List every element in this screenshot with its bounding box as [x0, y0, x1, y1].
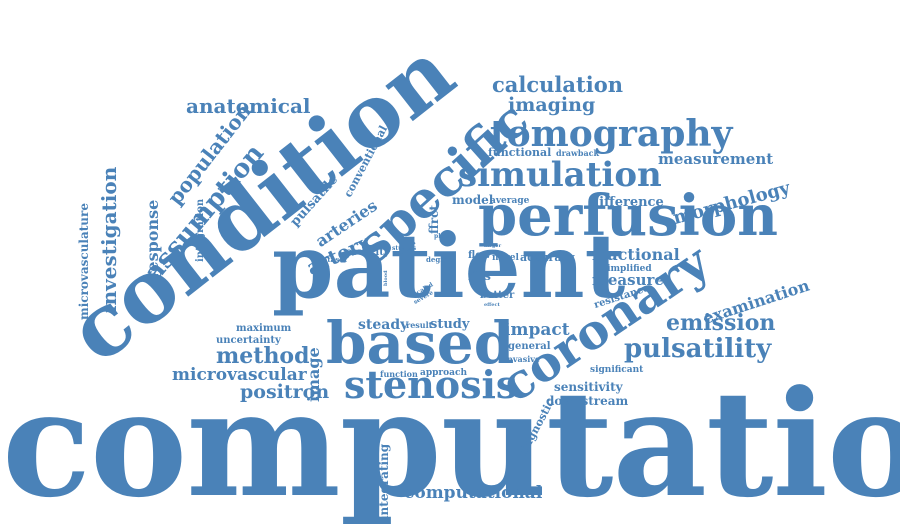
word-anatomical: anatomical	[186, 94, 311, 118]
word-measure: measure	[592, 271, 664, 289]
word-steady: steady	[358, 317, 409, 333]
word-severity: severity	[346, 247, 390, 258]
word-phase: phase	[434, 233, 454, 240]
word-function: function	[380, 369, 418, 379]
word-downstream: downstream	[546, 394, 629, 408]
word-method: method	[216, 343, 310, 369]
word-general: general	[508, 341, 551, 352]
word-microvascular: microvascular	[172, 365, 307, 385]
word-difference: difference	[590, 195, 664, 210]
word-maximum: maximum	[236, 323, 292, 334]
word-study: study	[430, 317, 470, 332]
word-invasive: invasive	[504, 354, 540, 364]
word-novel: novel	[492, 253, 519, 263]
word-better: better	[480, 290, 515, 301]
word-simplified: simplified	[602, 264, 652, 274]
word-image: image	[304, 347, 323, 402]
word-emission: emission	[666, 310, 776, 336]
word-positron: positron	[240, 381, 330, 403]
word-perfusion: perfusion	[478, 183, 778, 249]
word-calculation: calculation	[492, 72, 623, 97]
word-tomography: tomography	[490, 113, 733, 155]
word-dataset: dataset	[318, 255, 347, 264]
word-sensitivity: sensitivity	[554, 380, 623, 394]
word-pulsatility: pulsatility	[624, 334, 772, 364]
word-uncertainty: uncertainty	[216, 335, 281, 346]
word-approach: approach	[420, 368, 468, 378]
word-type: type	[447, 265, 454, 280]
word-average: average	[490, 196, 530, 206]
word-patient: patient	[272, 214, 626, 318]
word-impact: impact	[504, 320, 570, 340]
word-computational: computational	[404, 483, 543, 503]
word-effect: effect	[484, 302, 500, 308]
word-flow: flow	[468, 250, 491, 261]
word-functional: functional	[488, 146, 552, 159]
word-drawback: drawback	[556, 148, 600, 158]
word-computation: computation	[2, 359, 900, 524]
word-degree: degree	[426, 255, 453, 264]
word-ffrs: ffrs	[468, 269, 491, 283]
word-stenosis: stenosis	[344, 362, 518, 407]
word-larger: larger	[484, 243, 502, 249]
word-result: result	[406, 320, 433, 330]
word-measurement: measurement	[658, 150, 774, 168]
word-significant: significant	[590, 365, 644, 375]
word-simulation: simulation	[458, 155, 662, 195]
word-model: model	[452, 193, 494, 207]
word-studies: studies	[392, 245, 417, 252]
word-imaging: imaging	[508, 94, 596, 116]
word-fractional: fractional	[592, 245, 680, 264]
word-integrating: integrating	[377, 443, 391, 520]
word-accuracy: accuracy	[520, 251, 575, 264]
word-based: based	[326, 309, 515, 377]
